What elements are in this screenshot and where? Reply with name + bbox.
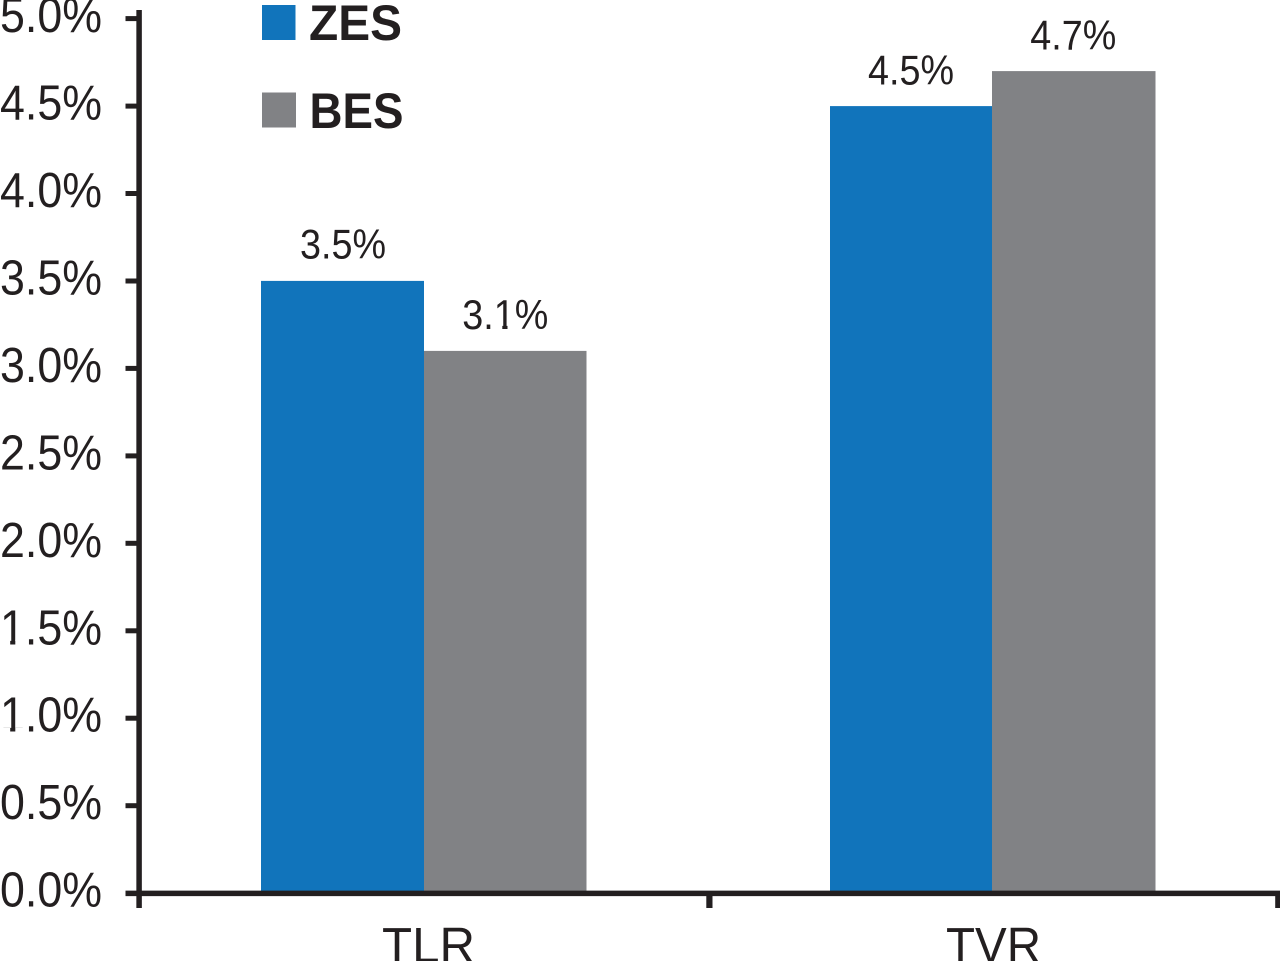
svg-text:TLR: TLR [382, 918, 475, 961]
svg-text:4.5%: 4.5% [0, 77, 102, 131]
svg-text:TVR: TVR [946, 918, 1041, 961]
svg-text:0.5%: 0.5% [0, 776, 102, 830]
svg-text:4.5%: 4.5% [868, 47, 954, 94]
svg-text:2.5%: 2.5% [0, 426, 102, 480]
svg-text:3.0%: 3.0% [0, 339, 102, 393]
svg-text:4.0%: 4.0% [0, 164, 102, 218]
svg-text:1.5%: 1.5% [0, 601, 102, 655]
svg-text:5.0%: 5.0% [0, 0, 102, 43]
svg-text:BES: BES [310, 83, 404, 139]
svg-text:3.5%: 3.5% [300, 221, 386, 268]
svg-text:ZES: ZES [309, 0, 402, 51]
svg-text:0.0%: 0.0% [0, 864, 102, 918]
svg-text:3.5%: 3.5% [0, 252, 102, 306]
svg-text:4.7%: 4.7% [1030, 11, 1116, 58]
svg-text:3.1%: 3.1% [462, 291, 548, 338]
svg-text:2.0%: 2.0% [0, 514, 102, 568]
svg-text:1.0%: 1.0% [0, 689, 102, 743]
